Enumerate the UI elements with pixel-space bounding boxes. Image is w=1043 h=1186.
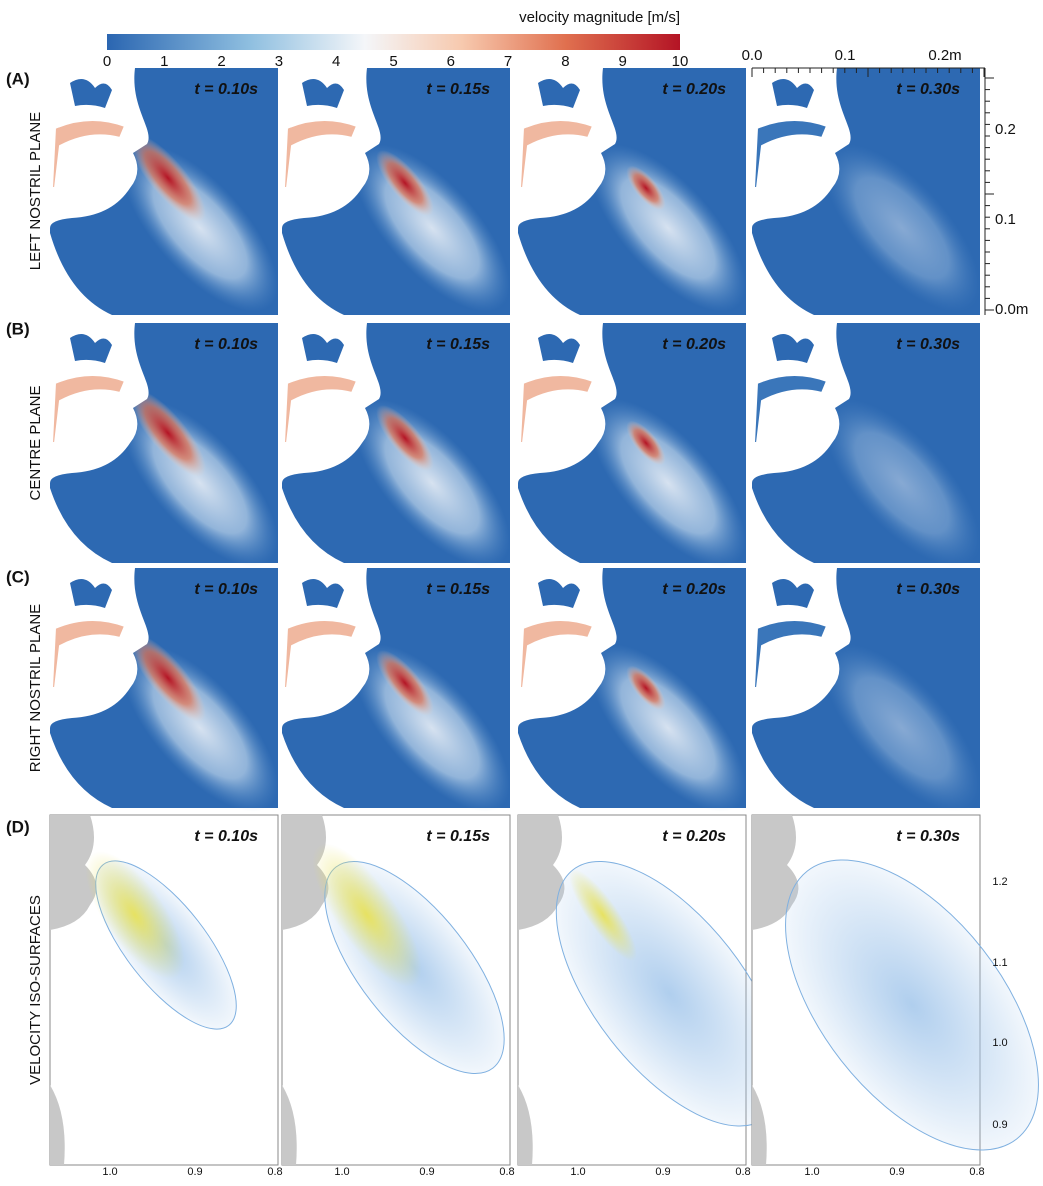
time-label: t = 0.15s	[426, 581, 490, 598]
x-axis-label: 0.9	[889, 1166, 904, 1178]
colorbar	[107, 34, 680, 50]
time-label: t = 0.10s	[194, 581, 258, 598]
simulation-panel: t = 0.20s	[518, 323, 772, 591]
simulation-panel: t = 0.15s	[282, 568, 536, 836]
time-label: t = 0.20s	[662, 581, 726, 598]
colorbar-tick-label: 4	[332, 53, 340, 70]
simulation-panel: t = 0.30s	[752, 568, 1006, 836]
x-axis-label: 1.0	[102, 1166, 117, 1178]
colorbar-title: velocity magnitude [m/s]	[519, 9, 680, 26]
y-axis-label: 1.2	[992, 876, 1007, 888]
x-axis-label: 0.9	[419, 1166, 434, 1178]
time-label: t = 0.10s	[194, 336, 258, 353]
simulation-panel: t = 0.20s	[518, 568, 772, 836]
row-label: RIGHT NOSTRIL PLANE	[27, 604, 44, 772]
colorbar-tick-label: 5	[389, 53, 397, 70]
y-axis-label: 0.9	[992, 1119, 1007, 1131]
time-label: t = 0.30s	[896, 581, 960, 598]
colorbar-tick-label: 9	[619, 53, 627, 70]
iso-panel: t = 0.15s 1.0 0.9 0.8	[282, 815, 536, 1178]
time-label: t = 0.20s	[662, 828, 726, 845]
scale-label: 0.0	[742, 47, 763, 64]
simulation-panel: t = 0.15s	[282, 323, 536, 591]
time-label: t = 0.30s	[896, 81, 960, 98]
time-label: t = 0.20s	[662, 336, 726, 353]
row-letter: (A)	[6, 69, 30, 88]
y-axis-label: 1.1	[992, 957, 1007, 969]
scale-label: 0.1	[835, 47, 856, 64]
time-label: t = 0.20s	[662, 81, 726, 98]
time-label: t = 0.15s	[426, 81, 490, 98]
time-label: t = 0.15s	[426, 336, 490, 353]
simulation-panel: t = 0.30s	[752, 68, 1006, 336]
simulation-panel: t = 0.10s	[50, 568, 304, 836]
time-label: t = 0.30s	[896, 336, 960, 353]
colorbar-tick-label: 8	[561, 53, 569, 70]
simulation-panel: t = 0.15s	[282, 68, 536, 336]
colorbar-tick-label: 3	[275, 53, 283, 70]
colorbar-tick-label: 0	[103, 53, 111, 70]
iso-panel: t = 0.10s 1.0 0.9 0.8	[50, 815, 283, 1178]
colorbar-tick-label: 1	[160, 53, 168, 70]
x-axis-label: 0.8	[969, 1166, 984, 1178]
time-label: t = 0.15s	[426, 828, 490, 845]
scale-label: 0.1	[995, 211, 1016, 228]
row-letter: (B)	[6, 319, 30, 338]
colorbar-tick-label: 7	[504, 53, 512, 70]
row-label: VELOCITY ISO-SURFACES	[27, 895, 44, 1085]
colorbar-tick-label: 2	[217, 53, 225, 70]
time-label: t = 0.30s	[896, 828, 960, 845]
row-letter: (D)	[6, 817, 30, 836]
time-label: t = 0.10s	[194, 81, 258, 98]
y-axis-label: 1.0	[992, 1037, 1007, 1049]
x-axis-label: 0.8	[499, 1166, 514, 1178]
x-axis-label: 1.0	[804, 1166, 819, 1178]
x-axis-label: 1.0	[334, 1166, 349, 1178]
colorbar-tick-label: 6	[447, 53, 455, 70]
row-label: LEFT NOSTRIL PLANE	[27, 112, 44, 270]
figure: velocity magnitude [m/s] 0 1 2 3 4 5 6 7 8 9 10 t =…	[0, 0, 1043, 1181]
x-axis-label: 0.8	[267, 1166, 282, 1178]
simulation-panel: t = 0.30s	[752, 323, 1006, 591]
x-axis-label: 0.9	[655, 1166, 670, 1178]
x-axis-label: 1.0	[570, 1166, 585, 1178]
simulation-panel: t = 0.10s	[50, 323, 304, 591]
simulation-panel: t = 0.10s	[50, 68, 304, 336]
x-axis-label: 0.8	[735, 1166, 750, 1178]
x-axis-label: 0.9	[187, 1166, 202, 1178]
scale-label: 0.2	[995, 121, 1016, 138]
row-letter: (C)	[6, 567, 30, 586]
scale-label: 0.0m	[995, 301, 1028, 318]
simulation-panel: t = 0.20s	[518, 68, 772, 336]
scale-label: 0.2m	[928, 47, 961, 64]
colorbar-tick-label: 10	[672, 53, 689, 70]
time-label: t = 0.10s	[194, 828, 258, 845]
row-label: CENTRE PLANE	[27, 385, 44, 500]
